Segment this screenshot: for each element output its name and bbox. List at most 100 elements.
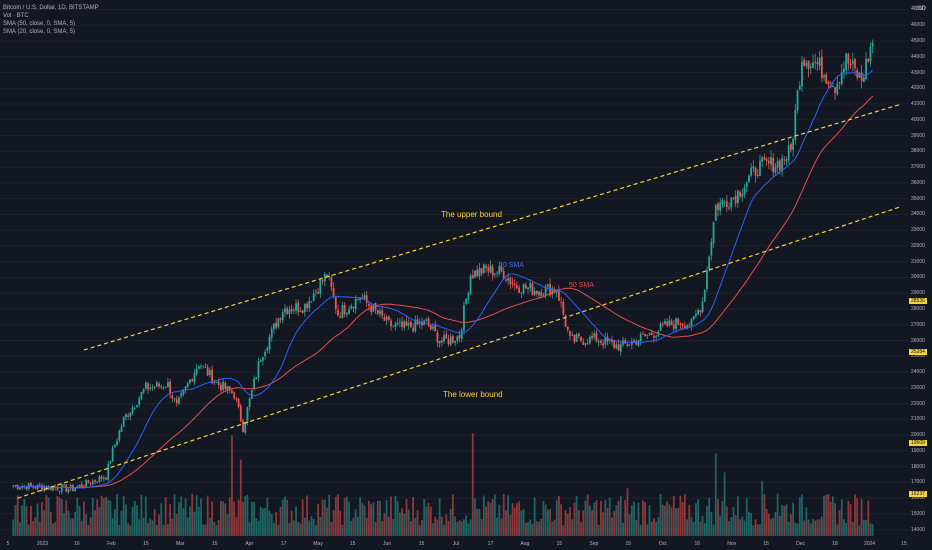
- chart-legend: Bitcoin / U.S. Dollar, 1D, BITSTAMP Vol …: [3, 4, 99, 36]
- volume-bar: [710, 511, 713, 536]
- candle-body: [111, 447, 114, 462]
- candle-body: [200, 366, 202, 368]
- candle-body: [440, 340, 443, 343]
- volume-bar: [809, 523, 812, 536]
- candle-body: [699, 310, 702, 312]
- candle-body: [701, 301, 704, 313]
- volume-bar: [469, 519, 472, 536]
- candle-body: [577, 333, 580, 337]
- volume-bar: [765, 508, 768, 536]
- volume-bar: [513, 507, 516, 536]
- candle-body: [756, 174, 759, 176]
- volume-bar: [796, 523, 799, 536]
- volume-bar: [688, 504, 691, 536]
- price-tick-label: 45000: [911, 37, 925, 44]
- candle-body: [286, 308, 289, 315]
- volume-bar: [18, 522, 21, 536]
- candle-body: [410, 321, 412, 328]
- symbol-title[interactable]: Bitcoin / U.S. Dollar, 1D, BITSTAMP: [3, 5, 99, 11]
- candle-body: [544, 286, 547, 296]
- candle-body: [56, 488, 59, 491]
- volume-bar: [818, 519, 821, 536]
- price-axis[interactable]: 47000 46000 45000 44000 43000 42000 41000 40000…: [908, 0, 932, 550]
- candle-body: [588, 336, 591, 344]
- volume-bar: [871, 524, 874, 536]
- candle-body: [761, 157, 764, 162]
- candle-body: [471, 274, 474, 279]
- candle-body: [569, 331, 571, 336]
- volume-bar: [706, 506, 708, 536]
- volume-bar: [436, 519, 439, 536]
- candle-body: [248, 398, 251, 408]
- volume-bar: [825, 494, 828, 536]
- volume-bar: [759, 524, 761, 536]
- sma50-legend[interactable]: SMA (50, close, 0, SMA, 5): [3, 21, 76, 27]
- sma20-legend[interactable]: SMA (20, close, 0, SMA, 5): [3, 29, 76, 35]
- price-tick-label: 14000: [911, 526, 925, 533]
- volume-bar: [423, 499, 426, 536]
- volume-bar: [619, 496, 622, 536]
- volume-bar: [58, 497, 61, 536]
- volume-bar: [478, 509, 481, 536]
- volume-bar: [414, 517, 417, 536]
- volume-bar: [717, 498, 719, 536]
- volume-bar: [701, 515, 704, 536]
- volume-bar: [63, 513, 65, 536]
- candle-body: [741, 193, 744, 198]
- time-axis[interactable]: 5 2023 16 Feb 15 Mar 15 Apr 17 May 15 Jun 15 Jul 17 Aug…: [0, 536, 908, 550]
- candle-body: [785, 159, 788, 162]
- candle-body: [778, 160, 781, 171]
- candle-body: [509, 278, 512, 284]
- volume-bar: [686, 519, 688, 536]
- volume-bar: [776, 493, 779, 536]
- candle-body: [812, 62, 814, 68]
- volume-bar: [288, 523, 291, 536]
- candle-body: [809, 66, 812, 68]
- volume-bar: [34, 517, 37, 536]
- volume-bar: [734, 515, 737, 536]
- volume-bar: [460, 521, 463, 536]
- candle-body: [538, 291, 540, 296]
- candle-body: [235, 397, 238, 400]
- candle-body: [838, 82, 841, 84]
- volume-bar: [858, 525, 861, 536]
- upper-channel-line: [83, 103, 902, 351]
- candle-body: [301, 310, 304, 313]
- volume-bar: [542, 500, 545, 536]
- volume-bar: [482, 495, 485, 536]
- candle-body: [672, 324, 675, 329]
- candle-body: [208, 370, 211, 376]
- candle-body: [383, 316, 386, 321]
- candle-body: [348, 309, 350, 314]
- volume-bar: [750, 513, 753, 536]
- volume-bar: [195, 495, 198, 536]
- volume-bar: [164, 497, 167, 536]
- candle-body: [668, 320, 671, 326]
- candle-body: [527, 287, 529, 290]
- volume-bar: [83, 501, 85, 536]
- volume-bar: [290, 510, 293, 536]
- volume-bar: [376, 500, 379, 536]
- volume-bar: [94, 510, 96, 536]
- volume-bar: [639, 524, 642, 536]
- candle-body: [255, 377, 258, 380]
- volume-bar: [597, 524, 600, 536]
- candle-body: [814, 61, 817, 63]
- candle-body: [549, 283, 552, 296]
- volume-bar: [284, 496, 286, 536]
- candle-body: [798, 85, 801, 90]
- candle-body: [447, 339, 450, 344]
- candle-body: [182, 389, 185, 395]
- candle-body: [206, 367, 209, 376]
- volume-bar: [133, 500, 136, 536]
- volume-bar: [279, 506, 282, 536]
- volume-bar: [255, 518, 258, 536]
- candle-body: [425, 319, 428, 321]
- volume-bar: [317, 503, 320, 536]
- candle-body: [244, 421, 247, 433]
- volume-legend[interactable]: Vol · BTC: [3, 13, 29, 19]
- volume-bar: [471, 433, 474, 536]
- candle-body: [480, 268, 483, 274]
